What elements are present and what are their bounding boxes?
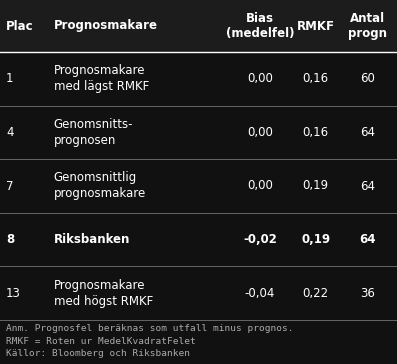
- Text: 0,00: 0,00: [247, 179, 273, 193]
- Text: Riksbanken: Riksbanken: [54, 233, 130, 246]
- Text: 7: 7: [6, 179, 13, 193]
- Text: Anm. Prognosfel beräknas som utfall minus prognos.
RMKF = Roten ur MedelKvadratF: Anm. Prognosfel beräknas som utfall minu…: [6, 324, 293, 358]
- Bar: [0, 0, 397, 52]
- Text: Prognosmakare
med högst RMKF: Prognosmakare med högst RMKF: [54, 279, 153, 308]
- Text: Prognosmakare
med lägst RMKF: Prognosmakare med lägst RMKF: [54, 64, 149, 93]
- Text: 64: 64: [359, 233, 376, 246]
- Text: Bias
(medelfel): Bias (medelfel): [226, 12, 294, 40]
- Text: 0,19: 0,19: [303, 179, 329, 193]
- Text: 4: 4: [6, 126, 13, 139]
- Text: RMKF: RMKF: [297, 20, 335, 32]
- Text: Genomsnitts-
prognosen: Genomsnitts- prognosen: [54, 118, 133, 147]
- Text: Genomsnittlig
prognosmakare: Genomsnittlig prognosmakare: [54, 171, 146, 201]
- Text: 0,19: 0,19: [301, 233, 330, 246]
- Text: 1: 1: [6, 72, 13, 85]
- Text: 64: 64: [360, 179, 375, 193]
- Text: 0,22: 0,22: [303, 287, 329, 300]
- Text: -0,04: -0,04: [245, 287, 275, 300]
- Text: 0,16: 0,16: [303, 126, 329, 139]
- Text: 0,16: 0,16: [303, 72, 329, 85]
- Text: 36: 36: [360, 287, 375, 300]
- Text: Antal
progn: Antal progn: [348, 12, 387, 40]
- Text: 60: 60: [360, 72, 375, 85]
- Text: 13: 13: [6, 287, 21, 300]
- Text: 0,00: 0,00: [247, 126, 273, 139]
- Text: Plac: Plac: [6, 20, 34, 32]
- Text: 8: 8: [6, 233, 14, 246]
- Text: Prognosmakare: Prognosmakare: [54, 20, 158, 32]
- Text: 0,00: 0,00: [247, 72, 273, 85]
- Text: 64: 64: [360, 126, 375, 139]
- Text: -0,02: -0,02: [243, 233, 277, 246]
